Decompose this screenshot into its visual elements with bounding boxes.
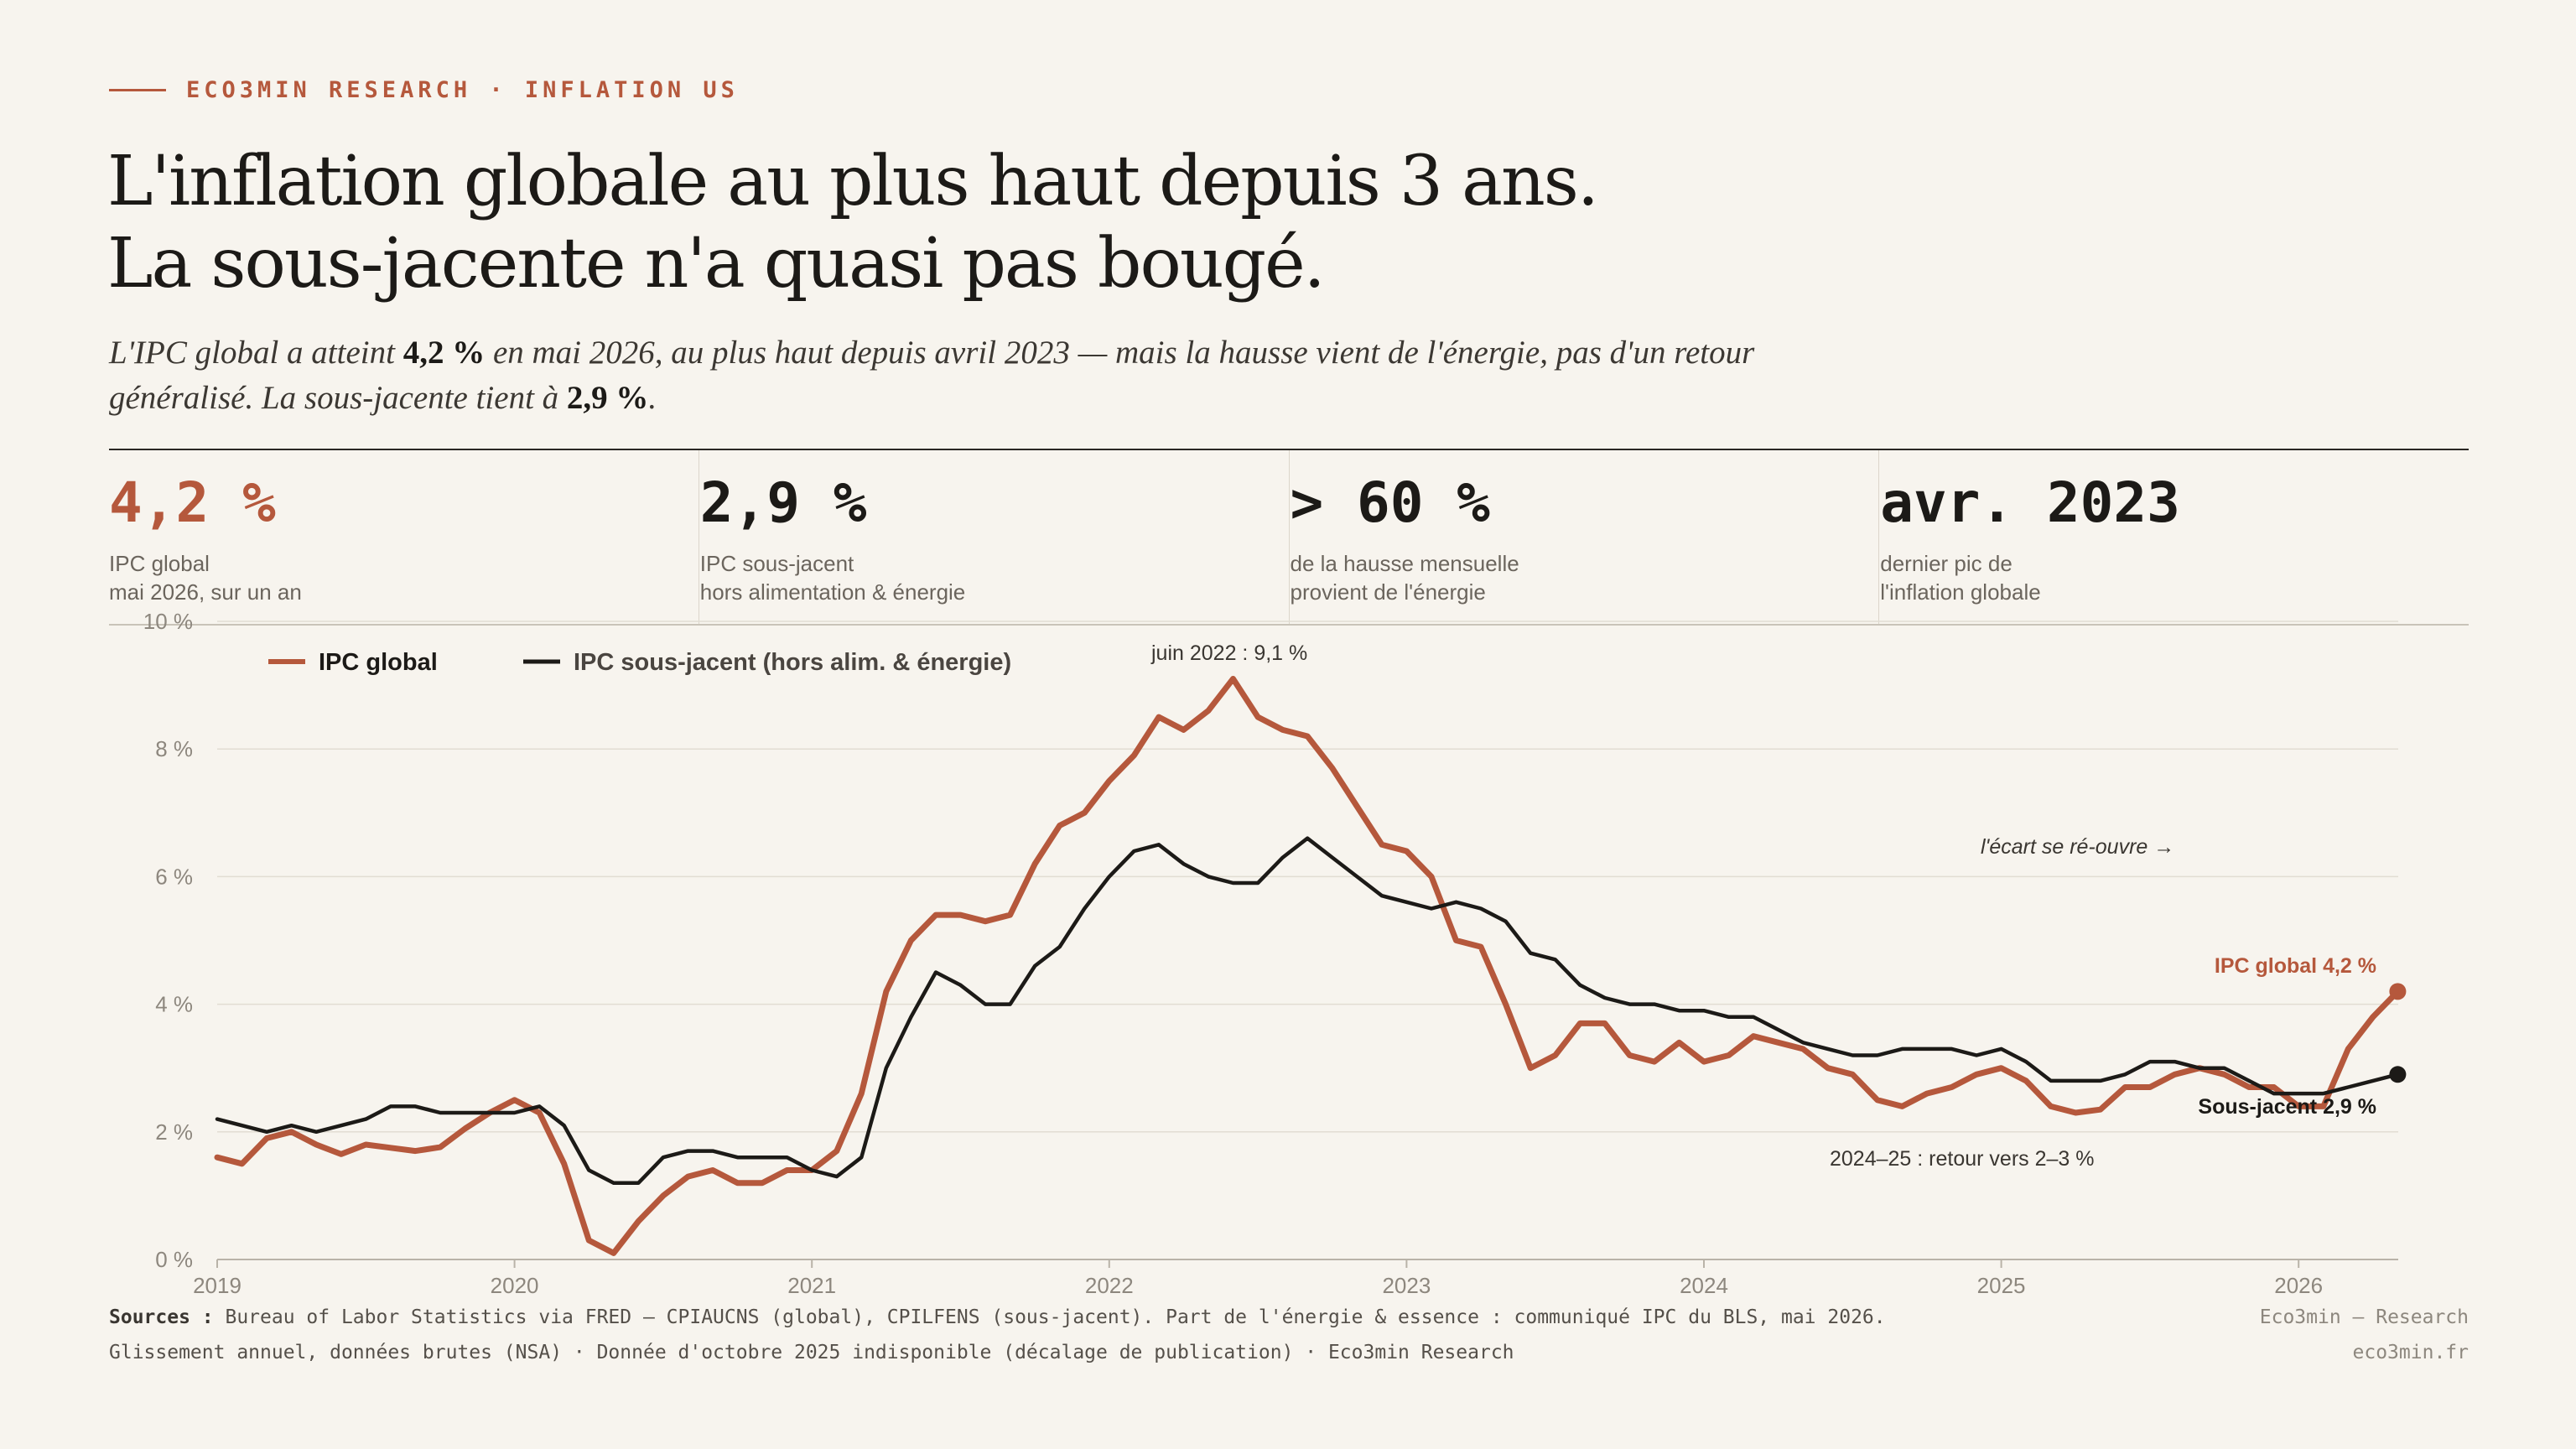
lede-part-3: .	[648, 380, 657, 416]
end-point-core	[2389, 1066, 2407, 1083]
lede-part-1: L'IPC global a atteint	[109, 335, 403, 371]
legend-label-core: IPC sous-jacent (hors alim. & énergie)	[574, 649, 1011, 676]
lede-bold-1: 4,2 %	[402, 335, 486, 371]
kicker: ECO3MIN RESEARCH · INFLATION US	[109, 77, 739, 103]
divider	[109, 449, 2469, 450]
kpi-core-cpi: 2,9 % IPC sous-jacent hors alimentation …	[698, 450, 1289, 624]
y-tick-label: 8 %	[155, 736, 193, 761]
sources-label: Sources :	[109, 1306, 214, 1328]
legend-label-global: IPC global	[319, 649, 438, 676]
y-tick-labels: 0 %2 %4 %6 %8 %10 %	[143, 609, 193, 1272]
kpi-label: dernier pic de l'inflation globale	[1880, 551, 2041, 605]
annotation-return: 2024–25 : retour vers 2–3 %	[1830, 1147, 2094, 1171]
kpi-value: 2,9 %	[699, 470, 867, 535]
sources-text: Bureau of Labor Statistics via FRED — CP…	[213, 1306, 1886, 1328]
kpi-value: > 60 %	[1290, 470, 1490, 535]
annotation-gap: l'écart se ré-ouvre →	[1981, 835, 2174, 859]
series-lines	[214, 676, 2407, 1256]
lede-bold-2: 2,9 %	[566, 380, 649, 416]
y-tick-label: 0 %	[155, 1247, 193, 1272]
annotations: juin 2022 : 9,1 % l'écart se ré-ouvre → …	[1150, 641, 2376, 1171]
x-tick-label: 2022	[1085, 1273, 1134, 1298]
lede-part-2: en mai 2026, au plus haut depuis avril 2…	[109, 335, 1755, 416]
kpi-label: de la hausse mensuelle provient de l'éne…	[1290, 551, 1519, 605]
title-line-1: L'inflation globale au plus haut depuis …	[107, 142, 1599, 221]
footer-notes: Glissement annuel, données brutes (NSA) …	[109, 1342, 2469, 1363]
annotation-core-end: Sous-jacent 2,9 %	[2198, 1095, 2376, 1119]
series-line-core	[215, 836, 2400, 1185]
x-tick-label: 2023	[1382, 1273, 1431, 1298]
x-tick-label: 2024	[1680, 1273, 1728, 1298]
y-tick-label: 6 %	[155, 864, 193, 889]
kpi-value: 4,2 %	[109, 470, 276, 535]
x-tick-labels: 2019 2020 2021 2022 2023 2024 2025 2026	[193, 1259, 2323, 1298]
title-line-2: La sous-jacente n'a quasi pas bougé.	[107, 224, 1326, 304]
kpi-energy-share: > 60 % de la hausse mensuelle provient d…	[1288, 450, 1879, 624]
y-tick-label: 2 %	[155, 1119, 193, 1145]
x-tick-label: 2020	[491, 1273, 539, 1298]
y-tick-label: 4 %	[155, 992, 193, 1017]
kpi-headline-cpi: 4,2 % IPC global mai 2026, sur un an	[109, 450, 699, 624]
end-point-global	[2389, 983, 2407, 1000]
kicker-text: ECO3MIN RESEARCH · INFLATION US	[186, 77, 739, 103]
x-tick-label: 2019	[193, 1273, 242, 1298]
kpi-label: IPC global mai 2026, sur un an	[109, 551, 302, 605]
footer-brand: Eco3min — Research	[2259, 1306, 2469, 1328]
page-title: L'inflation globale au plus haut depuis …	[107, 141, 2120, 305]
series-line-global	[214, 676, 2401, 1256]
kpi-strip: 4,2 % IPC global mai 2026, sur un an 2,9…	[109, 450, 2469, 624]
grid-lines	[217, 621, 2398, 1260]
kpi-label: IPC sous-jacent hors alimentation & éner…	[699, 551, 966, 605]
footer-site-link[interactable]: eco3min.fr	[2352, 1342, 2469, 1363]
x-tick-label: 2026	[2274, 1273, 2323, 1298]
annotation-peak: juin 2022 : 9,1 %	[1150, 641, 1307, 665]
x-tick-label: 2021	[787, 1273, 836, 1298]
legend: IPC global IPC sous-jacent (hors alim. &…	[268, 649, 1011, 676]
kpi-last-peak: avr. 2023 dernier pic de l'inflation glo…	[1878, 450, 2469, 624]
footer-sources: Sources : Bureau of Labor Statistics via…	[109, 1306, 2469, 1328]
kicker-rule	[109, 89, 166, 91]
notes-text: Glissement annuel, données brutes (NSA) …	[109, 1342, 1514, 1363]
kpi-value: avr. 2023	[1880, 470, 2180, 535]
lede: L'IPC global a atteint 4,2 % en mai 2026…	[109, 330, 1786, 421]
annotation-global-end: IPC global 4,2 %	[2215, 954, 2376, 978]
x-tick-label: 2025	[1977, 1273, 2026, 1298]
